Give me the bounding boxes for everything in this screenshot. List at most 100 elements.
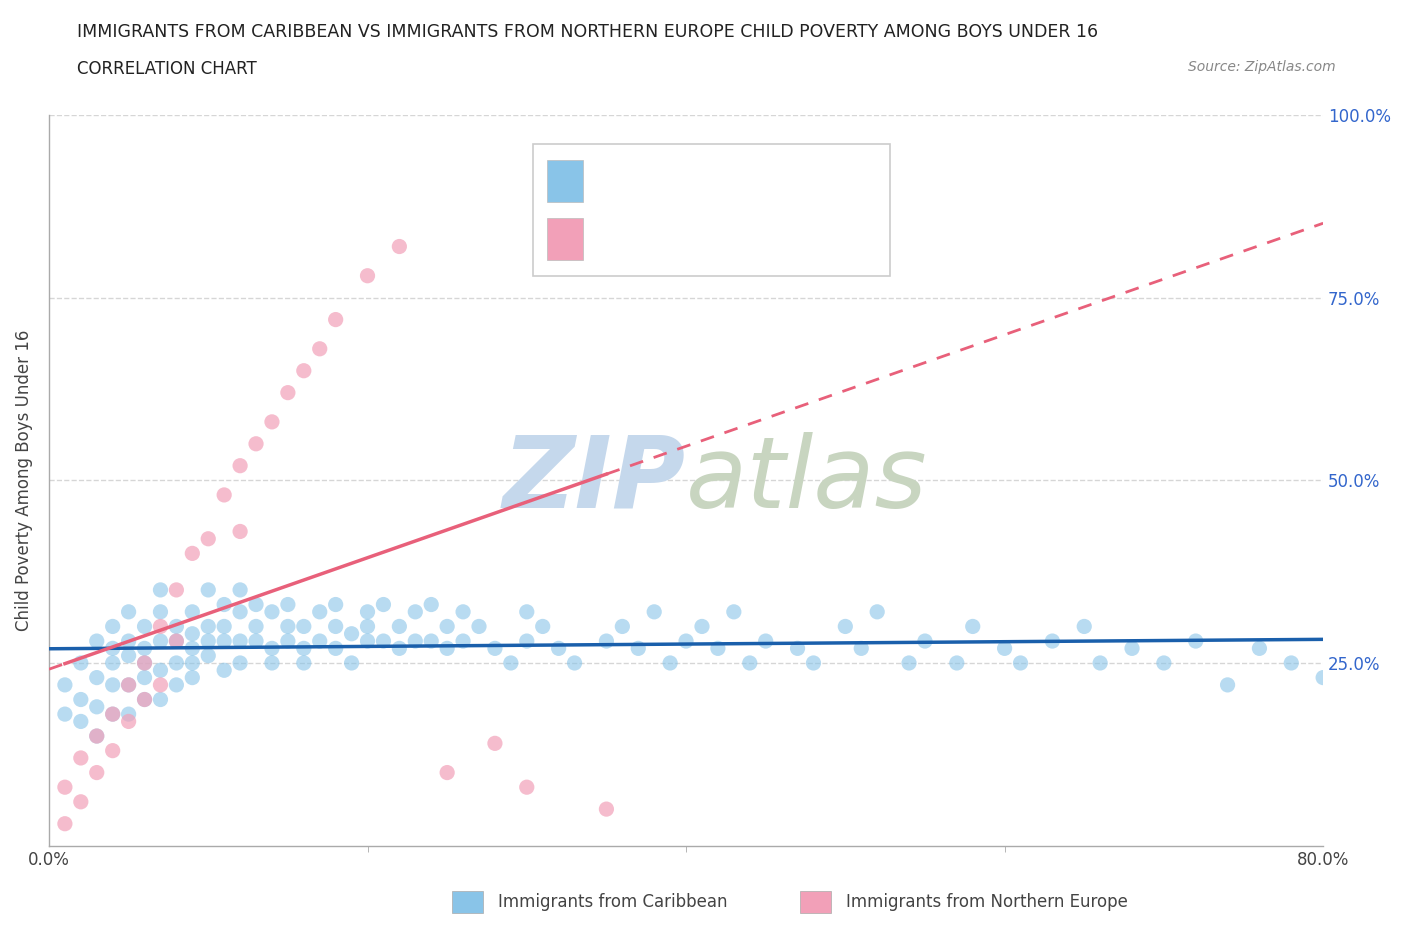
Text: ZIP: ZIP bbox=[503, 432, 686, 529]
Point bbox=[165, 619, 187, 634]
Point bbox=[308, 604, 330, 619]
Point bbox=[356, 268, 378, 283]
Text: Immigrants from Northern Europe: Immigrants from Northern Europe bbox=[846, 893, 1128, 911]
Point bbox=[325, 641, 347, 656]
Point bbox=[212, 487, 235, 502]
Point bbox=[340, 656, 363, 671]
Point bbox=[149, 677, 172, 692]
Point bbox=[356, 633, 378, 648]
Point bbox=[612, 619, 634, 634]
Point bbox=[86, 699, 108, 714]
Point bbox=[436, 765, 458, 780]
Point bbox=[388, 619, 411, 634]
Point bbox=[292, 364, 315, 379]
Point bbox=[292, 619, 315, 634]
Point bbox=[531, 619, 554, 634]
Point bbox=[69, 656, 91, 671]
Point bbox=[277, 597, 299, 612]
Point bbox=[803, 656, 825, 671]
Point bbox=[325, 619, 347, 634]
Point bbox=[165, 677, 187, 692]
Point bbox=[86, 633, 108, 648]
Point bbox=[994, 641, 1017, 656]
Point bbox=[292, 641, 315, 656]
Point bbox=[181, 671, 204, 685]
Point bbox=[690, 619, 713, 634]
Point bbox=[277, 619, 299, 634]
Point bbox=[451, 633, 474, 648]
Point bbox=[53, 817, 76, 831]
Point bbox=[547, 641, 569, 656]
Point bbox=[340, 626, 363, 641]
Point bbox=[181, 546, 204, 561]
Point bbox=[277, 385, 299, 400]
Point bbox=[181, 656, 204, 671]
Point bbox=[914, 633, 936, 648]
Point bbox=[149, 692, 172, 707]
Point bbox=[962, 619, 984, 634]
Point bbox=[564, 656, 586, 671]
Point bbox=[516, 604, 538, 619]
Point bbox=[197, 531, 219, 546]
Point bbox=[229, 524, 252, 538]
Point bbox=[373, 633, 395, 648]
Point bbox=[1249, 641, 1271, 656]
Point bbox=[117, 648, 139, 663]
Point bbox=[165, 582, 187, 597]
Point bbox=[69, 714, 91, 729]
Point bbox=[436, 641, 458, 656]
Point bbox=[1153, 656, 1175, 671]
Point bbox=[117, 714, 139, 729]
Point bbox=[851, 641, 873, 656]
Point bbox=[595, 802, 617, 817]
Point bbox=[484, 736, 506, 751]
Text: CORRELATION CHART: CORRELATION CHART bbox=[77, 60, 257, 78]
Text: Immigrants from Caribbean: Immigrants from Caribbean bbox=[499, 893, 728, 911]
Point bbox=[117, 677, 139, 692]
Point bbox=[451, 604, 474, 619]
Point bbox=[134, 656, 156, 671]
Point bbox=[738, 656, 761, 671]
Point bbox=[229, 656, 252, 671]
Point bbox=[1279, 656, 1302, 671]
Point bbox=[165, 633, 187, 648]
Point bbox=[134, 671, 156, 685]
Point bbox=[134, 641, 156, 656]
Point bbox=[134, 692, 156, 707]
Point bbox=[675, 633, 697, 648]
Point bbox=[388, 641, 411, 656]
Point bbox=[69, 751, 91, 765]
Point bbox=[53, 677, 76, 692]
Point bbox=[117, 633, 139, 648]
Point bbox=[86, 671, 108, 685]
Point bbox=[149, 633, 172, 648]
Point bbox=[277, 633, 299, 648]
Point bbox=[101, 743, 124, 758]
Point bbox=[292, 656, 315, 671]
Point bbox=[165, 656, 187, 671]
Point bbox=[69, 794, 91, 809]
Point bbox=[245, 436, 267, 451]
Point bbox=[86, 765, 108, 780]
Bar bbox=[453, 891, 484, 913]
Bar bbox=[800, 891, 831, 913]
Point bbox=[260, 641, 283, 656]
Point bbox=[388, 239, 411, 254]
Point bbox=[404, 633, 426, 648]
Point bbox=[260, 604, 283, 619]
Point bbox=[229, 633, 252, 648]
Point bbox=[643, 604, 665, 619]
Point bbox=[834, 619, 856, 634]
Point bbox=[101, 707, 124, 722]
Point bbox=[149, 619, 172, 634]
Point bbox=[181, 641, 204, 656]
Point bbox=[627, 641, 650, 656]
Y-axis label: Child Poverty Among Boys Under 16: Child Poverty Among Boys Under 16 bbox=[15, 329, 32, 631]
Point bbox=[181, 626, 204, 641]
Point bbox=[245, 597, 267, 612]
Point bbox=[420, 633, 443, 648]
Text: atlas: atlas bbox=[686, 432, 928, 529]
Point bbox=[260, 415, 283, 430]
Point bbox=[134, 656, 156, 671]
Point bbox=[197, 582, 219, 597]
